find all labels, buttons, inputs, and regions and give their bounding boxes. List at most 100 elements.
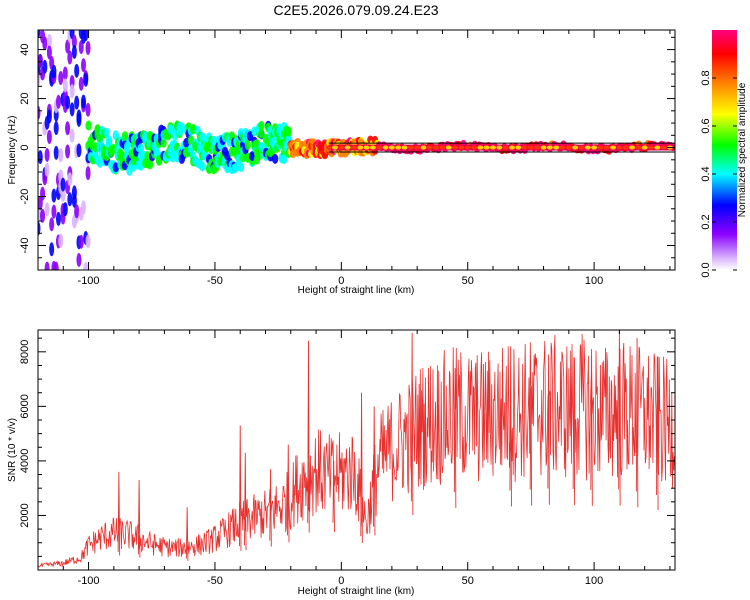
x-axis-label-bottom: Height of straight line (km)	[298, 586, 415, 597]
heatmap-cell	[433, 145, 440, 150]
heatmap-cell	[71, 34, 77, 49]
heatmap-cell	[83, 261, 89, 270]
heatmap-cell	[464, 145, 471, 150]
snr-spike	[307, 340, 310, 533]
heatmap-cell	[439, 145, 446, 150]
x-tick-label: 0	[338, 275, 344, 287]
x-tick-label: 100	[585, 275, 603, 287]
heatmap-cell	[635, 145, 642, 150]
heatmap-cell	[67, 192, 73, 207]
heatmap-cell	[67, 172, 73, 187]
x-tick-label: -50	[207, 575, 223, 587]
heatmap-cell	[210, 135, 217, 146]
heatmap-cell	[534, 145, 541, 150]
snr-spike	[244, 452, 247, 551]
heatmap-cell	[103, 127, 110, 138]
heatmap-cell	[65, 39, 71, 54]
heatmap-cell	[527, 145, 534, 150]
heatmap-cell	[237, 162, 245, 173]
heatmap-cell	[584, 145, 591, 150]
heatmap-cell	[458, 145, 465, 150]
colorbar: 0.0 0.2 0.4 0.6 0.8 Normalized spectral ampl…	[700, 30, 748, 278]
heatmap-cell	[401, 145, 408, 150]
heatmap-cell	[60, 177, 66, 192]
snr-spike	[529, 387, 533, 506]
heatmap-cell	[357, 145, 364, 150]
heatmap-cell	[74, 95, 80, 110]
heatmap-cell	[144, 150, 151, 161]
colorbar-tick-label: 0.6	[700, 118, 712, 133]
plot-frame-bottom	[37, 329, 676, 571]
heatmap-cell	[74, 63, 80, 78]
heatmap-cell	[38, 105, 41, 120]
heatmap-cell	[78, 76, 84, 91]
colorbar-tick-label: 0.2	[700, 214, 712, 229]
heatmap-cell	[344, 145, 351, 150]
heatmap-cell	[395, 145, 402, 150]
heatmap-cell	[350, 145, 357, 150]
spectrogram-panel: -100 -50 0 50 100 -40 -20 0 20 40 Height of strai…	[7, 29, 676, 296]
heatmap-cell	[58, 148, 64, 163]
heatmap-cell	[69, 128, 75, 143]
heatmap-cell	[40, 208, 46, 223]
heatmap-cell	[42, 59, 48, 74]
heatmap-cell	[382, 145, 389, 150]
snr-panel: -100 -50 0 50 100 2000 4000 6000 8000 Height of …	[7, 329, 676, 597]
heatmap-cell	[71, 44, 77, 59]
y-tick-label: 8000	[19, 340, 31, 364]
y-tick-label: 40	[19, 43, 31, 55]
y-tick-label: -40	[19, 238, 31, 254]
heatmap-cell	[597, 145, 604, 150]
colorbar-gradient	[712, 30, 737, 270]
y-tick-label: 2000	[19, 503, 31, 527]
snr-series-line	[38, 333, 675, 568]
heatmap-cell	[490, 145, 496, 150]
heatmap-cell	[603, 145, 610, 150]
heatmap-cell	[67, 50, 73, 65]
heatmap-cell	[78, 40, 84, 55]
heatmap-cell	[647, 145, 654, 150]
heatmap-cell	[38, 30, 41, 38]
heatmap-cell	[420, 145, 427, 150]
heatmap-cell	[244, 140, 252, 151]
heatmap-cell	[616, 145, 623, 150]
snr-spike	[372, 406, 376, 536]
heatmap-cell	[376, 145, 383, 150]
heatmap-cell	[85, 41, 91, 56]
snr-spike	[287, 444, 290, 543]
heatmap-cell	[471, 145, 478, 150]
heatmap-cell	[85, 166, 91, 181]
heatmap-cell	[508, 145, 515, 150]
x-tick-label: -100	[78, 275, 100, 287]
heatmap-cell	[502, 145, 509, 150]
heatmap-cell	[521, 145, 528, 150]
x-axis-label-top: Height of straight line (km)	[298, 285, 415, 296]
heatmap-cell	[38, 54, 43, 69]
heatmap-cell	[53, 121, 59, 136]
heatmap-cell	[246, 131, 254, 142]
x-tick-label: -50	[207, 275, 223, 287]
heatmap-cell	[81, 94, 86, 109]
y-tick-label: 4000	[19, 449, 31, 473]
snr-spike	[137, 479, 141, 558]
colorbar-ticks: 0.0 0.2 0.4 0.6 0.8	[700, 70, 737, 278]
heatmap-cell	[53, 145, 59, 160]
heatmap-cell	[146, 159, 154, 170]
x-tick-label: 0	[338, 575, 344, 587]
y-tick-label: 6000	[19, 394, 31, 418]
heatmap-cell	[85, 102, 91, 117]
heatmap-cell	[46, 33, 52, 48]
heatmap-cell	[572, 145, 579, 150]
heatmap-cell	[60, 187, 66, 202]
colorbar-tick-label: 0.4	[700, 166, 712, 181]
colorbar-tick-label: 0.8	[700, 70, 712, 85]
heatmap-cell	[332, 145, 339, 150]
snr-spike	[572, 357, 576, 506]
heatmap-cell	[44, 261, 50, 270]
heatmap-cell	[69, 84, 75, 99]
snr-line-layer	[38, 330, 675, 568]
heatmap-cell	[81, 58, 86, 73]
heatmap-cell	[69, 102, 75, 117]
chart-title: C2E5.2026.079.09.24.E23	[273, 2, 438, 18]
heatmap-cell	[51, 188, 57, 203]
